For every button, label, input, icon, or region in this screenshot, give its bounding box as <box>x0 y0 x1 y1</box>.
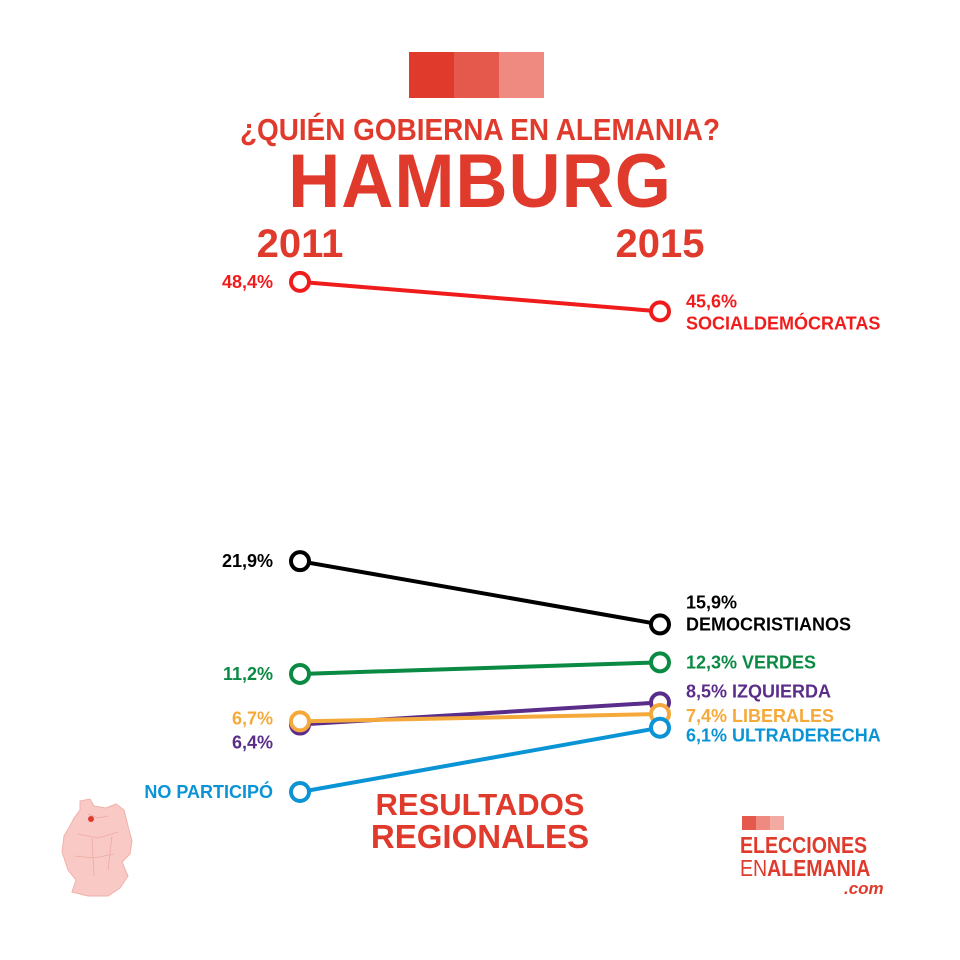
year-label-2015: 2015 <box>615 222 705 266</box>
logo-square-2 <box>454 52 499 98</box>
data-point-liberales-2011 <box>289 710 311 733</box>
data-label-verdes-2011: 11,2% <box>223 664 273 684</box>
data-label-ultraderecha-2011: NO PARTICIPÓ <box>144 781 273 802</box>
data-label-socialdemocratas-2015: 45,6% <box>686 291 737 311</box>
brand-line1: ELECCIONES <box>740 832 868 858</box>
data-label-socialdemocratas-2011: 48,4% <box>222 272 273 292</box>
subtitle: ¿QUIÉN GOBIERNA EN ALEMANIA? <box>240 112 720 147</box>
data-point-ultraderecha-2015 <box>649 716 671 739</box>
data-label-liberales-2011: 6,7% <box>232 708 273 728</box>
page-title: HAMBURG <box>288 139 672 224</box>
footer-line1: RESULTADOS <box>375 787 585 822</box>
party-label-democristianos: DEMOCRISTIANOS <box>686 614 851 634</box>
series-line-democristianos <box>299 559 661 627</box>
series-line-ultraderecha <box>299 725 661 794</box>
hamburg-marker <box>88 816 94 822</box>
data-label-liberales-2015: 7,4% LIBERALES <box>686 706 834 726</box>
data-label-democristianos-2011: 21,9% <box>222 551 273 571</box>
brand-line2a: EN <box>740 855 768 881</box>
data-point-socialdemocratas-2011 <box>289 270 311 293</box>
data-label-democristianos-2015: 15,9% <box>686 592 737 612</box>
year-label-2011: 2011 <box>256 222 344 266</box>
logo-square-1 <box>409 52 454 98</box>
data-point-democristianos-2011 <box>289 550 311 573</box>
data-point-verdes-2015 <box>649 651 671 674</box>
logo-square-3 <box>499 52 544 98</box>
series-line-socialdemocratas <box>299 279 661 314</box>
germany-map-icon <box>61 798 133 897</box>
data-point-socialdemocratas-2015 <box>649 300 671 323</box>
data-label-izquierda-2015: 8,5% IZQUIERDA <box>686 681 831 701</box>
party-label-socialdemocratas: SOCIALDEMÓCRATAS <box>686 312 880 333</box>
data-point-verdes-2011 <box>289 662 311 685</box>
brand-line2b: ALEMANIA <box>767 855 871 881</box>
series-line-verdes <box>299 660 661 676</box>
data-point-ultraderecha-2011 <box>289 781 311 803</box>
footer-line2: REGIONALES <box>370 818 590 855</box>
brand-line3: .com <box>844 879 884 898</box>
series-line-liberales <box>299 712 661 724</box>
data-label-izquierda-2011: 6,4% <box>232 733 273 753</box>
data-label-ultraderecha-2015: 6,1% ULTRADERECHA <box>686 726 881 746</box>
brand-logo: ELECCIONES ENALEMANIA .com <box>740 816 893 898</box>
data-label-verdes-2015: 12,3% VERDES <box>686 652 816 672</box>
data-point-democristianos-2015 <box>649 613 671 636</box>
